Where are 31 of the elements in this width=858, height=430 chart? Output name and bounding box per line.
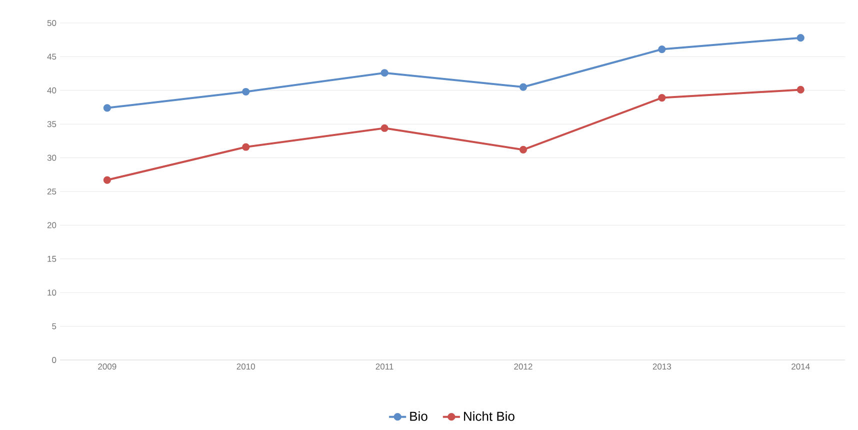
y-tick-label: 30: [47, 154, 56, 161]
y-tick-label: 45: [47, 54, 56, 60]
y-tick-label: 20: [47, 222, 56, 228]
y-tick-label: 35: [47, 121, 56, 128]
point: [658, 45, 666, 54]
y-tick-label: 5: [52, 323, 56, 330]
legend-label: Bio: [410, 411, 428, 421]
point: [380, 124, 388, 132]
point: [658, 94, 666, 102]
point: [796, 34, 804, 42]
x-tick-label: 2010: [236, 364, 255, 370]
y-tick-label: 15: [48, 256, 56, 262]
point: [796, 86, 804, 94]
point: [242, 143, 250, 151]
legend-label: Nicht Bio: [464, 411, 514, 421]
point: [519, 146, 528, 154]
y-tick-label: 50: [47, 20, 56, 26]
x-tick-label: 2013: [652, 364, 672, 370]
point: [242, 88, 250, 96]
x-tick-label: 2014: [792, 364, 810, 370]
y-tick-label: 40: [47, 87, 56, 94]
y-tick-label: 25: [47, 188, 56, 194]
x-tick-label: 2012: [514, 364, 532, 370]
y-tick-label: 10: [48, 290, 56, 296]
point: [519, 83, 528, 91]
point: [380, 69, 388, 77]
point: [103, 176, 111, 184]
y-tick-label: 0: [52, 356, 56, 363]
x-tick-label: 2009: [98, 364, 116, 370]
x-tick-label: 2011: [376, 364, 394, 370]
point: [103, 104, 111, 112]
